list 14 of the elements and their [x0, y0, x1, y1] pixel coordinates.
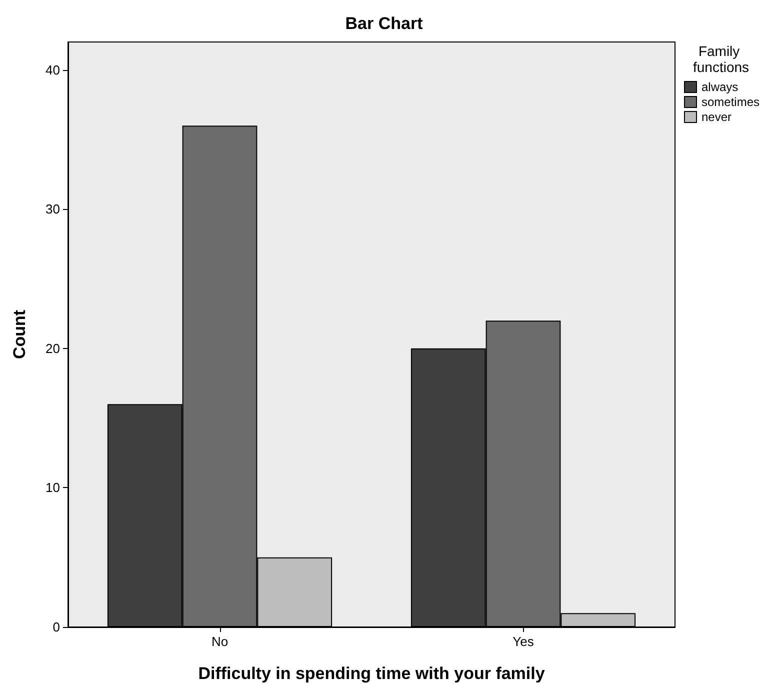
y-tick-label: 40 — [46, 62, 60, 78]
legend-label: never — [702, 110, 732, 124]
x-axis-title: Difficulty in spending time with your family — [198, 664, 546, 683]
y-tick-label: 30 — [46, 202, 60, 217]
legend-label: always — [702, 80, 738, 94]
y-tick-label: 20 — [46, 340, 60, 356]
legend-label: sometimes — [702, 95, 760, 109]
y-axis-title: Count — [10, 310, 29, 360]
x-tick-label: Yes — [512, 634, 534, 649]
chart-title: Bar Chart — [345, 14, 424, 33]
legend-title: Family functions — [692, 43, 750, 75]
x-tick-label: No — [211, 634, 228, 649]
y-tick-label: 10 — [46, 480, 60, 496]
y-tick-label: 0 — [52, 620, 60, 634]
